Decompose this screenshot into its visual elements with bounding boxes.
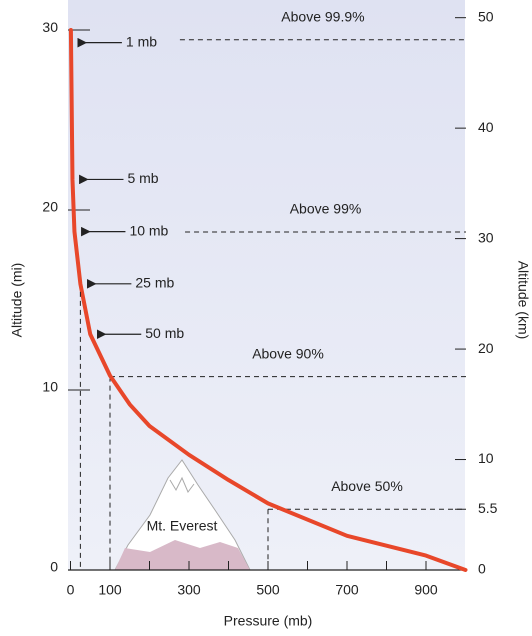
x-tick-label: 300 [177,582,201,598]
pressure-label: 1 mb [126,33,157,49]
reference-label: Above 90% [252,345,324,361]
x-tick-label: 500 [256,582,280,598]
y2-tick-label: 10 [478,450,494,466]
y-tick-label: 20 [42,199,58,215]
y2-tick-label: 20 [478,340,494,356]
page: Mt. Everest Pressure (mb) Altitude (mi) … [0,0,532,636]
x-axis-title: Pressure (mb) [224,613,313,629]
pressure-label: 5 mb [127,170,158,186]
y-tick-label: 30 [42,19,58,35]
reference-label: Above 99.9% [281,8,364,24]
y2-tick-label: 0 [478,561,486,577]
y2-tick-label: 40 [478,119,494,135]
x-tick-label: 100 [98,582,122,598]
reference-label: Above 50% [331,478,403,494]
reference-label: Above 99% [290,201,362,217]
y2-tick-label: 30 [478,229,494,245]
y2-tick-label: 50 [478,8,494,24]
y2-axis-title: Altitude (km) [515,261,531,340]
y2-tick-label: 5.5 [478,500,498,516]
pressure-label: 10 mb [129,222,168,238]
chart: Mt. Everest Pressure (mb) Altitude (mi) … [0,0,532,636]
x-tick-label: 700 [335,582,359,598]
y-tick-label: 0 [50,559,58,575]
y-tick-label: 10 [42,379,58,395]
x-tick-label: 900 [414,582,438,598]
x-tick-label: 0 [67,582,75,598]
y-axis-title: Altitude (mi) [9,263,25,338]
pressure-label: 50 mb [145,325,184,341]
landmark-label: Mt. Everest [147,518,218,534]
plot-background [68,0,465,570]
pressure-label: 25 mb [135,275,174,291]
